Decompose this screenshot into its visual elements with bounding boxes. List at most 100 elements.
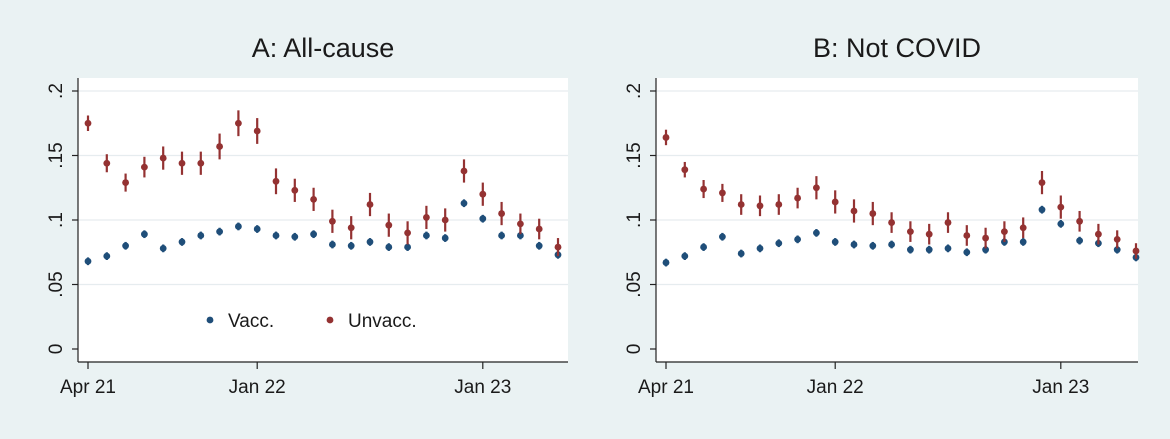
- data-point: [982, 234, 989, 242]
- data-point: [141, 163, 148, 171]
- x-tick-label: Jan 23: [454, 377, 511, 398]
- data-point: [216, 143, 224, 150]
- legend-label: Vacc.: [228, 311, 274, 332]
- data-point: [850, 207, 858, 215]
- y-tick-label: .2: [46, 83, 67, 99]
- data-point: [554, 243, 562, 251]
- legend-label: Unvacc.: [348, 311, 417, 332]
- data-point: [700, 185, 707, 193]
- data-point: [423, 214, 430, 221]
- data-point: [347, 224, 355, 232]
- data-point: [813, 184, 820, 192]
- data-point: [737, 250, 745, 257]
- y-tick-label: .05: [624, 271, 645, 297]
- data-point: [103, 252, 111, 260]
- data-point: [291, 233, 299, 241]
- data-point: [1019, 238, 1027, 246]
- data-point: [517, 220, 524, 228]
- data-point: [1038, 206, 1046, 214]
- data-point: [272, 177, 280, 185]
- data-point: [159, 244, 167, 252]
- x-tick-label: Jan 22: [229, 377, 286, 398]
- data-point: [982, 246, 989, 254]
- data-point: [253, 225, 261, 233]
- data-point: [1001, 228, 1008, 236]
- data-point: [681, 166, 689, 174]
- data-point: [253, 127, 261, 135]
- data-point: [963, 248, 971, 256]
- data-point: [925, 230, 933, 238]
- data-point: [441, 234, 449, 242]
- data-point: [235, 223, 242, 230]
- x-tick-label: Jan 23: [1032, 377, 1089, 398]
- data-point: [178, 238, 186, 246]
- data-point: [235, 119, 242, 127]
- panel-a: 0 .05 .1 .15 .2 Apr 21 Jan 22 Jan 23 A: All-caus…: [46, 33, 568, 398]
- data-point: [122, 179, 129, 186]
- y-tick-label: .15: [624, 142, 645, 168]
- data-point: [1095, 230, 1102, 238]
- data-point: [122, 242, 129, 250]
- data-point: [460, 199, 468, 207]
- data-point: [310, 230, 317, 238]
- data-point: [141, 230, 148, 238]
- data-point: [907, 246, 914, 254]
- data-point: [366, 238, 374, 246]
- data-point: [813, 229, 820, 237]
- data-point: [404, 229, 411, 237]
- data-point: [197, 159, 205, 167]
- data-point: [347, 242, 355, 250]
- data-point: [907, 228, 914, 236]
- panel-title: B: Not COVID: [813, 33, 981, 63]
- data-point: [1076, 217, 1083, 225]
- data-point: [869, 242, 877, 250]
- data-point: [498, 232, 505, 239]
- y-tick-label: .05: [46, 271, 67, 297]
- x-tick-label: Apr 21: [638, 377, 694, 398]
- legend-marker: [326, 316, 334, 324]
- data-point: [1057, 203, 1065, 211]
- data-point: [197, 232, 205, 239]
- data-point: [517, 232, 524, 239]
- panel-b: 0 .05 .1 .15 .2 Apr 21 Jan 22 Jan 23 B: Not COVI…: [624, 33, 1140, 398]
- data-point: [775, 201, 783, 208]
- y-tick-label: .15: [46, 142, 67, 168]
- data-point: [329, 241, 336, 248]
- data-point: [1113, 246, 1121, 254]
- data-point: [681, 252, 689, 260]
- data-point: [719, 233, 726, 241]
- data-point: [775, 239, 783, 247]
- data-point: [1113, 235, 1121, 243]
- data-point: [1038, 179, 1046, 186]
- data-point: [404, 243, 411, 251]
- data-point: [1076, 237, 1083, 245]
- data-point: [794, 194, 801, 202]
- data-point: [178, 159, 186, 167]
- data-point: [84, 119, 92, 127]
- data-point: [535, 225, 543, 233]
- data-point: [423, 232, 430, 239]
- series-unvacc: [84, 110, 562, 257]
- data-point: [84, 257, 92, 265]
- x-tick-label: Apr 21: [60, 377, 116, 398]
- data-point: [794, 235, 801, 243]
- data-point: [850, 241, 858, 248]
- data-point: [385, 243, 393, 251]
- data-point: [662, 259, 670, 266]
- data-point: [831, 238, 839, 246]
- data-point: [662, 134, 670, 141]
- data-point: [441, 216, 449, 224]
- legend-marker: [206, 316, 214, 324]
- data-point: [944, 219, 952, 226]
- data-point: [700, 243, 707, 251]
- data-point: [385, 221, 393, 229]
- series-vacc: [84, 199, 562, 266]
- data-point: [756, 202, 764, 210]
- data-point: [460, 167, 468, 175]
- data-point: [1019, 224, 1027, 232]
- data-point: [888, 219, 895, 226]
- data-point: [756, 244, 764, 252]
- series-unvacc: [662, 129, 1140, 259]
